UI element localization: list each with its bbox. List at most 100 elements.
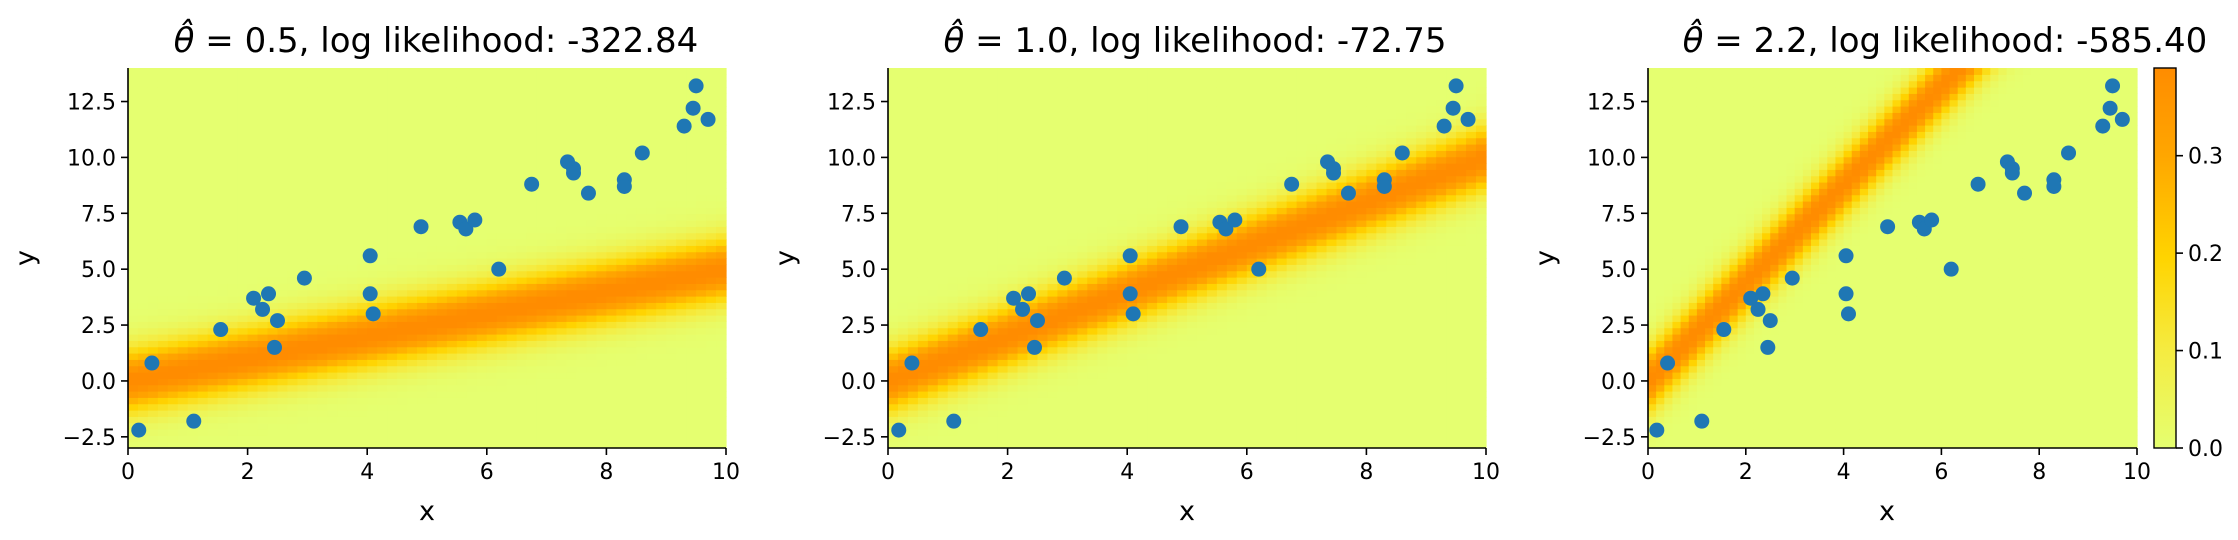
heatmap-cell [496, 321, 508, 329]
heatmap-cell [706, 308, 717, 316]
heatmap-cell [536, 302, 548, 310]
heatmap-cell [1017, 321, 1029, 329]
heatmap-cell [1007, 302, 1019, 310]
heatmap-cell [357, 220, 368, 227]
heatmap-cell [217, 289, 229, 297]
heatmap-cell [1027, 359, 1039, 367]
heatmap-cell [977, 118, 989, 126]
heatmap-cell [427, 239, 438, 246]
heatmap-cell [646, 68, 657, 75]
subplot-1-axes: 0 2 4 6 8 10−2.50.02.55.07.510.012.5 [63, 68, 740, 485]
heatmap-cell [897, 353, 909, 360]
heatmap-cell [397, 156, 408, 164]
heatmap-cell [626, 384, 637, 392]
heatmap-cell [407, 397, 418, 405]
heatmap-cell [576, 422, 588, 430]
heatmap-cell [546, 99, 558, 107]
heatmap-cell [526, 74, 538, 82]
heatmap-cell [167, 397, 179, 405]
heatmap-cell [626, 194, 637, 202]
heatmap-cell [997, 251, 1009, 259]
heatmap-cell [526, 131, 538, 139]
heatmap-cell [606, 353, 617, 360]
heatmap-cell [367, 346, 378, 354]
heatmap-cell [317, 308, 328, 316]
subplot-1-ylabel: y [10, 250, 41, 266]
heatmap-cell [1087, 346, 1098, 354]
heatmap-cell [927, 353, 939, 360]
heatmap-cell [227, 251, 239, 259]
heatmap-cell [1027, 93, 1039, 101]
heatmap-cell [187, 68, 199, 75]
heatmap-cell [516, 403, 528, 411]
heatmap-cell [606, 207, 617, 215]
heatmap-cell [626, 289, 637, 297]
heatmap-cell [606, 372, 617, 379]
heatmap-cell [307, 194, 318, 202]
heatmap-cell [167, 87, 179, 94]
heatmap-cell [1047, 302, 1059, 310]
heatmap-cell [466, 410, 478, 417]
heatmap-cell [1097, 296, 1108, 303]
heatmap-cell [307, 74, 318, 82]
heatmap-cell [427, 429, 438, 436]
heatmap-cell [397, 327, 408, 335]
heatmap-cell [137, 391, 149, 398]
heatmap-cell [237, 321, 249, 329]
heatmap-cell [977, 245, 989, 253]
heatmap-cell [486, 150, 498, 158]
heatmap-cell [636, 93, 647, 101]
heatmap-cell [626, 93, 637, 101]
heatmap-cell [137, 80, 149, 88]
heatmap-cell [646, 194, 657, 202]
heatmap-cell [1057, 264, 1068, 272]
heatmap-cell [1077, 416, 1088, 424]
heatmap-cell [496, 435, 508, 443]
heatmap-cell [646, 220, 657, 227]
heatmap-cell [907, 194, 919, 202]
heatmap-cell [496, 150, 508, 158]
heatmap-cell [947, 340, 959, 348]
heatmap-cell [427, 315, 438, 322]
heatmap-cell [187, 118, 199, 126]
heatmap-cell [516, 372, 528, 379]
heatmap-cell [237, 270, 249, 278]
heatmap-cell [317, 283, 328, 291]
heatmap-cell [897, 137, 909, 145]
heatmap-cell [387, 334, 398, 341]
heatmap-cell [247, 283, 259, 291]
heatmap-cell [377, 289, 388, 297]
heatmap-cell [686, 334, 697, 341]
heatmap-cell [357, 99, 368, 107]
heatmap-cell [257, 340, 269, 348]
heatmap-cell [1007, 391, 1019, 398]
heatmap-cell [367, 239, 378, 246]
heatmap-cell [676, 245, 687, 253]
heatmap-cell [1027, 182, 1039, 189]
heatmap-cell [606, 150, 617, 158]
heatmap-cell [247, 201, 259, 208]
heatmap-cell [227, 429, 239, 436]
heatmap-cell [137, 321, 149, 329]
heatmap-cell [1097, 365, 1108, 373]
heatmap-cell [307, 397, 318, 405]
heatmap-cell [626, 220, 637, 227]
heatmap-cell [576, 125, 588, 132]
heatmap-cell [456, 391, 468, 398]
heatmap-cell [977, 182, 989, 189]
heatmap-cell [927, 175, 939, 183]
heatmap-cell [947, 112, 959, 120]
heatmap-cell [696, 239, 707, 246]
heatmap-cell [237, 327, 249, 335]
heatmap-cell [456, 435, 468, 443]
heatmap-cell [917, 435, 929, 443]
heatmap-cell [227, 232, 239, 240]
heatmap-cell [1087, 80, 1098, 88]
heatmap-cell [347, 131, 358, 139]
heatmap-cell [446, 188, 458, 196]
heatmap-cell [387, 226, 398, 234]
heatmap-cell [506, 416, 518, 424]
heatmap-cell [957, 441, 969, 449]
heatmap-cell [237, 239, 249, 246]
heatmap-cell [977, 156, 989, 164]
